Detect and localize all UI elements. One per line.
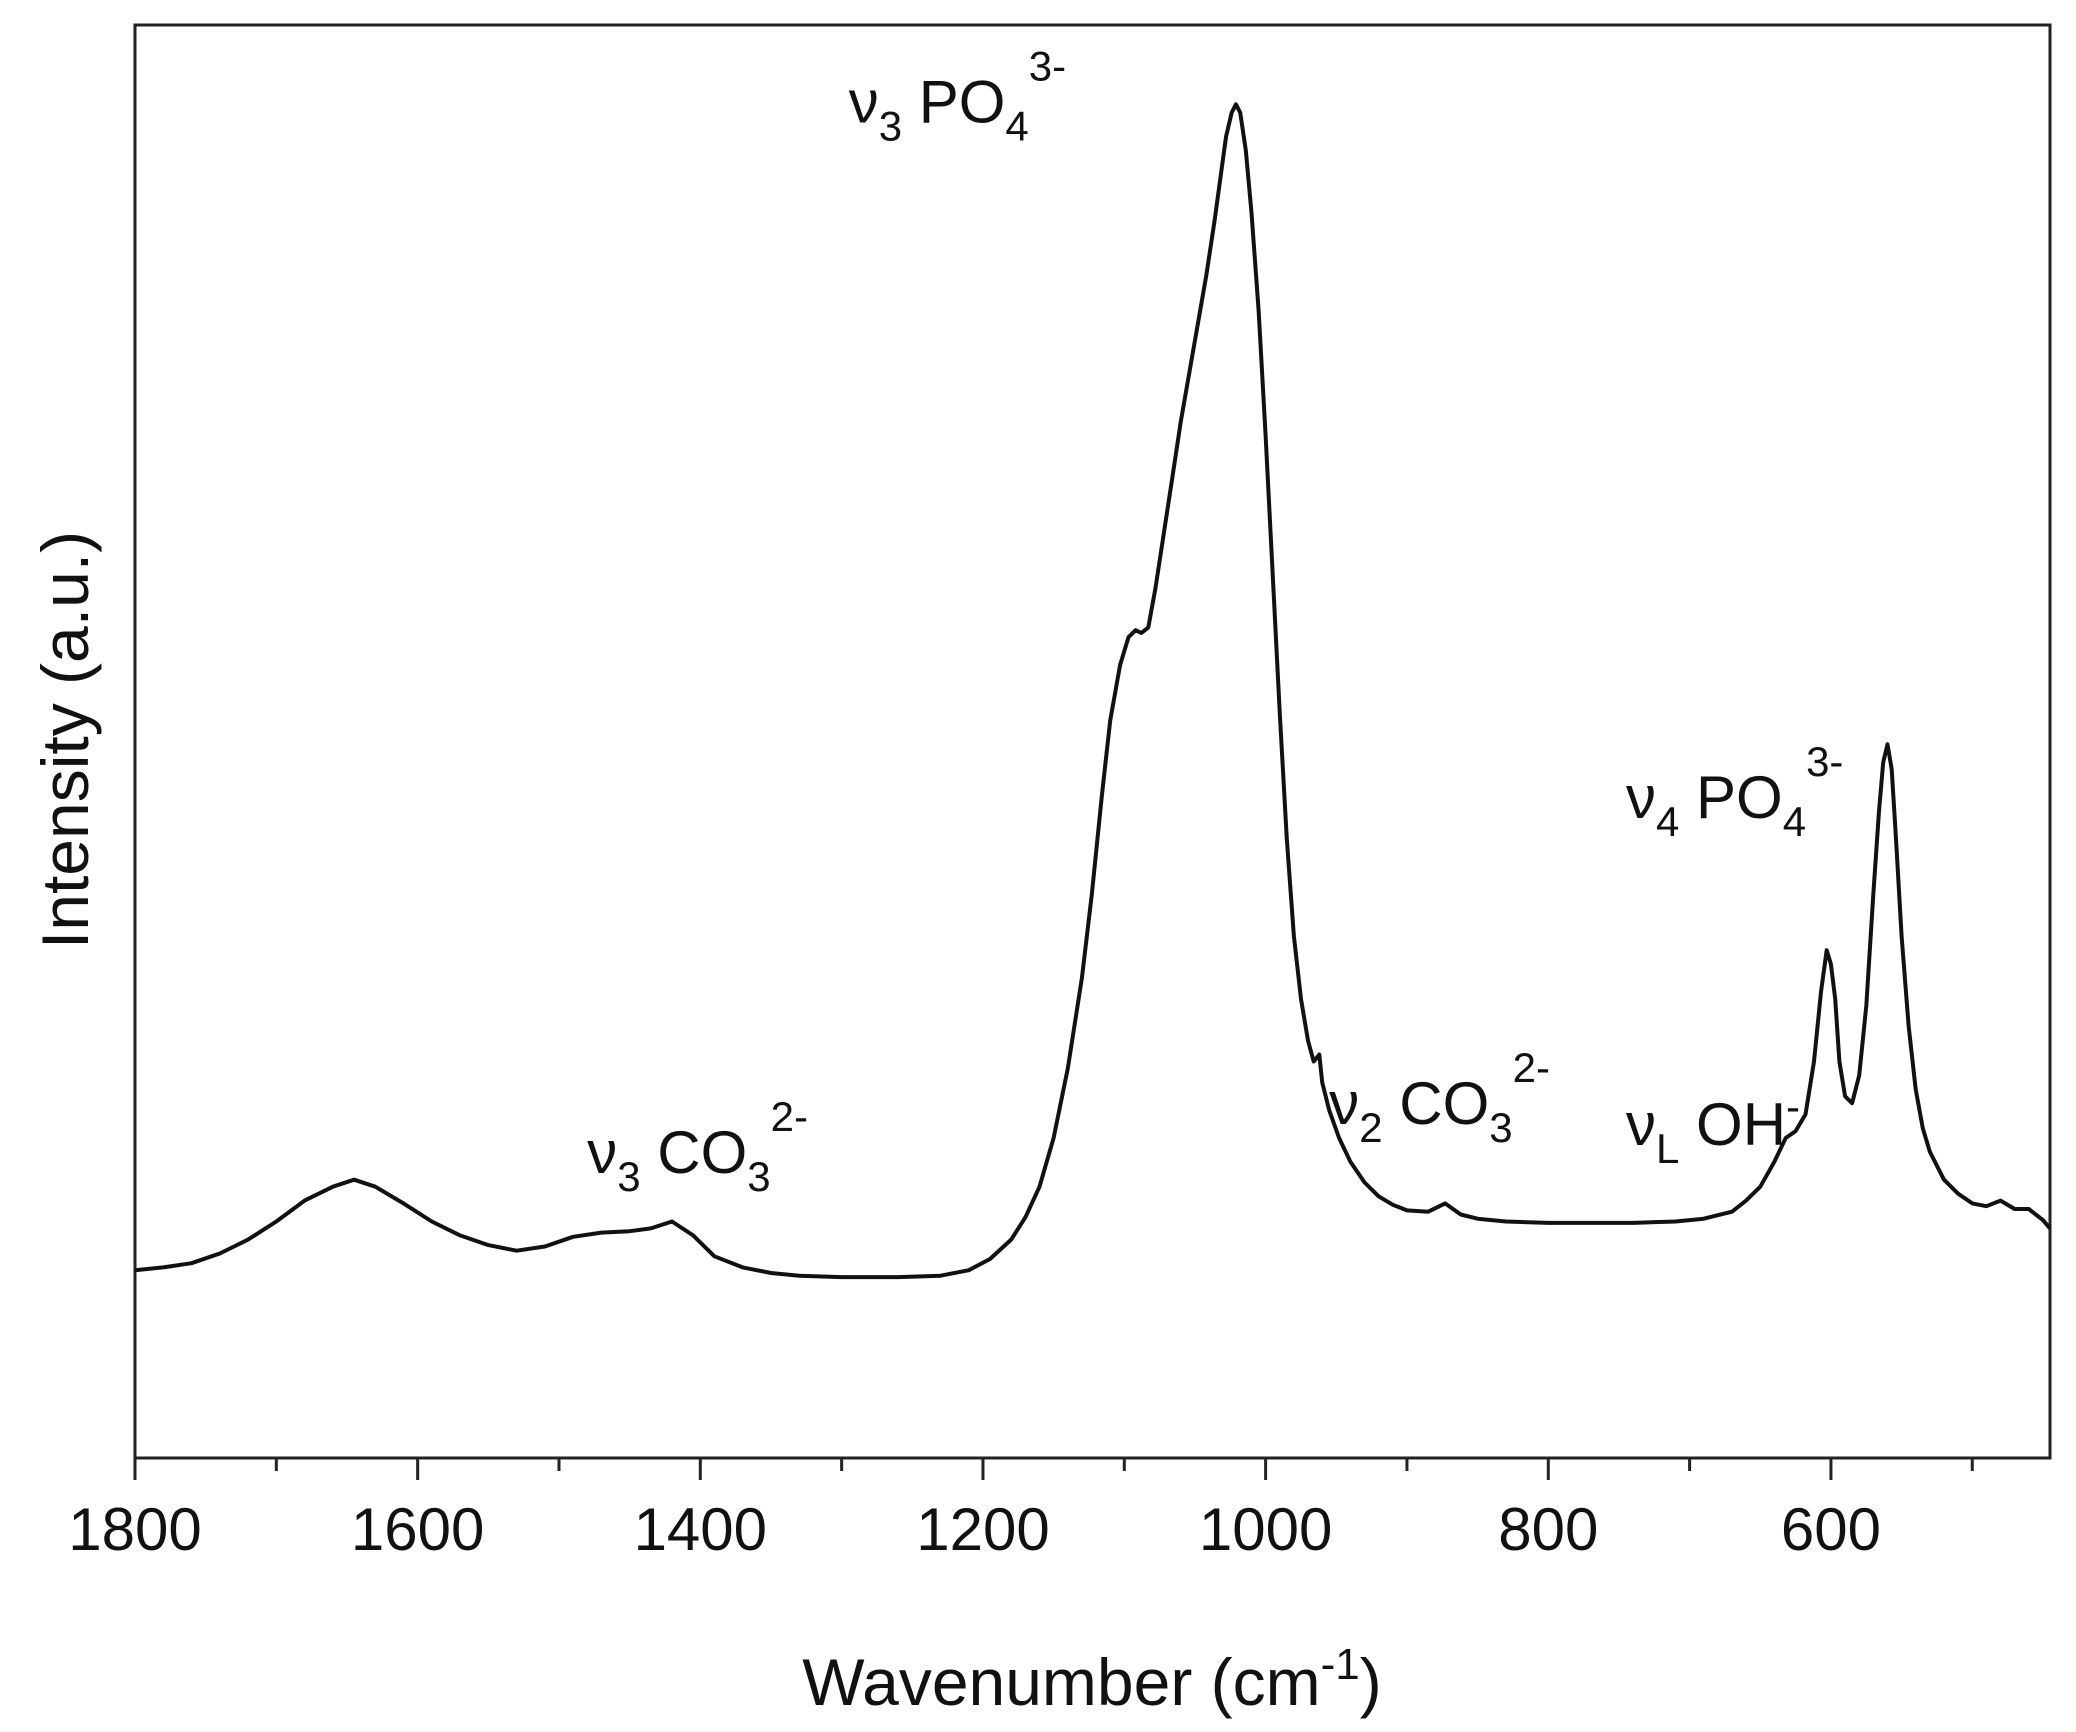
spectrum-line — [134, 102, 2052, 1280]
peak-annotation: ν4 PO43- — [1626, 738, 1843, 845]
x-tick-label: 1000 — [1199, 1496, 1332, 1563]
x-axis-tick-labels: 1800 1600 1400 1200 1000 800 600 — [68, 1496, 1881, 1563]
peak-annotation: ν3 PO43- — [849, 42, 1066, 149]
x-tick-label: 1800 — [68, 1496, 201, 1563]
x-tick-label: 1600 — [351, 1496, 484, 1563]
x-axis-title: Wavenumber (cm-1) — [802, 1640, 1381, 1719]
y-axis-title: Intensity (a.u.) — [28, 531, 102, 949]
peak-annotation: νL OH- — [1626, 1083, 1800, 1172]
x-tick-label: 1400 — [634, 1496, 767, 1563]
peak-annotation: ν3 CO32- — [587, 1093, 808, 1200]
x-tick-label: 800 — [1498, 1496, 1598, 1563]
peak-annotations: ν3 CO32- ν3 PO43- ν2 CO32- νL OH-ν4 PO43- — [587, 42, 1843, 1199]
x-axis-title-main: Wavenumber (cm — [802, 1645, 1320, 1719]
x-axis-ticks — [133, 1458, 1974, 1480]
x-axis-title-sup: -1 — [1321, 1640, 1360, 1689]
x-tick-label: 1200 — [916, 1496, 1049, 1563]
x-tick-label: 600 — [1781, 1496, 1881, 1563]
peak-annotation: ν2 CO32- — [1329, 1044, 1550, 1151]
plot-frame — [133, 23, 2052, 1460]
x-axis-title-close: ) — [1360, 1645, 1382, 1719]
